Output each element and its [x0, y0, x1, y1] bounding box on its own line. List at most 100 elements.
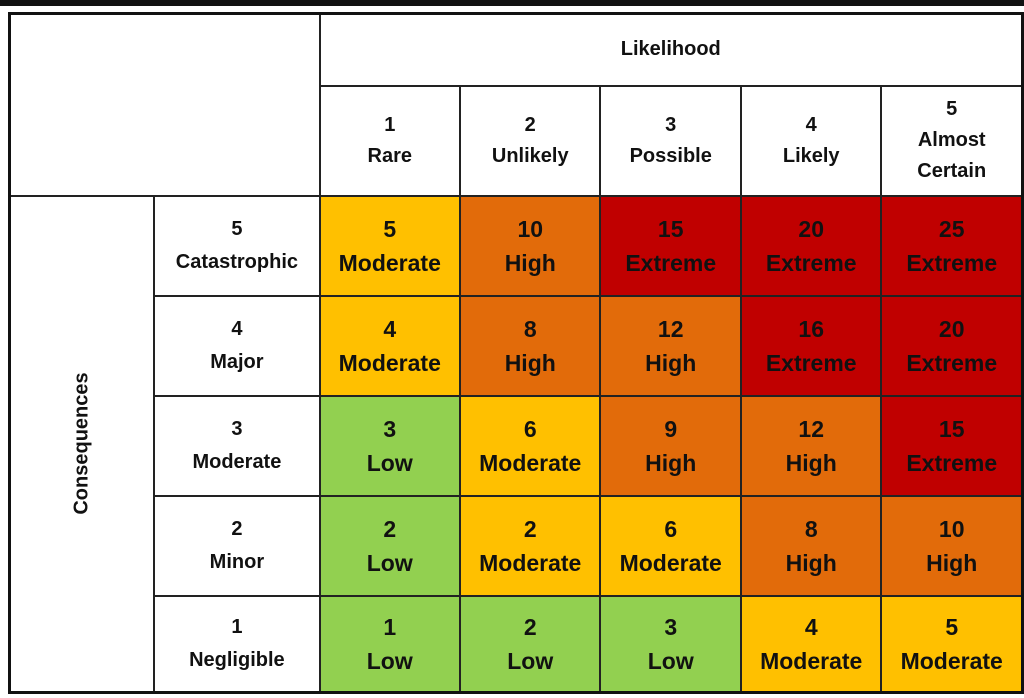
risk-score: 20 — [798, 215, 824, 242]
risk-rating: Extreme — [625, 249, 717, 276]
consequence-label: Minor — [209, 550, 265, 573]
likelihood-header-4: 4 Likely — [739, 84, 883, 197]
consequence-row: 2 Minor 2 Low 2 Moderate 6 Moderate 8 High 10 High — [10, 494, 1024, 597]
risk-rating: High — [785, 449, 837, 476]
consequence-row: 3 Moderate 3 Low 6 Moderate 9 High 12 High 15 Extre… — [10, 394, 1024, 497]
risk-cell: 12 High — [599, 294, 742, 397]
likelihood-label: Possible — [629, 144, 712, 167]
risk-cell: 8 High — [458, 294, 602, 397]
consequence-label: Catastrophic — [175, 250, 299, 273]
risk-cell: 4 Moderate — [318, 294, 462, 397]
risk-rating: Extreme — [906, 349, 998, 376]
risk-cell: 2 Moderate — [458, 494, 602, 597]
risk-rating: High — [926, 549, 978, 576]
risk-rating: Extreme — [906, 449, 998, 476]
consequence-row: Consequences 5 Catastrophic 5 Moderate 10 High… — [8, 194, 1024, 694]
risk-rating: High — [785, 549, 837, 576]
likelihood-number: 4 — [805, 113, 817, 136]
likelihood-header-3: 3 Possible — [599, 84, 742, 197]
risk-cell: 9 High — [599, 394, 742, 497]
risk-score: 1 — [383, 613, 397, 640]
likelihood-number: 3 — [665, 113, 677, 136]
risk-score: 10 — [938, 515, 965, 542]
risk-cell: 3 Low — [599, 594, 742, 694]
risk-rating: Low — [366, 549, 413, 576]
risk-cell: 6 Moderate — [458, 394, 602, 497]
risk-rating: Moderate — [619, 549, 722, 576]
consequence-label: Moderate — [192, 450, 282, 473]
top-bar — [0, 0, 1024, 6]
risk-score: 15 — [938, 415, 965, 442]
risk-cell: 3 Low — [318, 394, 462, 497]
consequences-title: Consequences — [70, 372, 93, 515]
likelihood-label: Rare — [367, 144, 412, 167]
likelihood-number: 1 — [384, 113, 396, 136]
risk-rating: Extreme — [906, 249, 998, 276]
risk-score: 3 — [383, 415, 397, 442]
risk-score: 6 — [664, 515, 678, 542]
risk-score: 4 — [804, 613, 818, 640]
likelihood-label: Likely — [782, 144, 840, 167]
risk-score: 20 — [938, 315, 965, 342]
risk-score: 12 — [798, 415, 824, 442]
consequence-header-3: 3 Moderate — [153, 394, 321, 497]
risk-cell: 2 Low — [458, 594, 602, 694]
risk-cell: 25 Extreme — [880, 194, 1024, 297]
risk-rating: Low — [507, 647, 554, 674]
risk-score: 8 — [523, 315, 537, 342]
risk-rating: High — [504, 349, 556, 376]
risk-score: 8 — [804, 515, 818, 542]
consequence-row: 4 Major 4 Moderate 8 High 12 High 16 Extreme 20 Ext… — [10, 294, 1024, 397]
risk-cell: 12 High — [739, 394, 883, 497]
consequence-row: 1 Negligible 1 Low 2 Low 3 Low 4 Moderate 5 Moderat… — [10, 594, 1024, 694]
risk-score: 5 — [383, 215, 397, 242]
likelihood-title: Likelihood — [318, 12, 1024, 87]
risk-rating: Moderate — [760, 647, 863, 674]
risk-score: 9 — [664, 415, 678, 442]
consequence-header-1: 1 Negligible — [153, 594, 321, 694]
likelihood-header-5: 5 Almost Certain — [880, 84, 1024, 197]
risk-rating: High — [504, 249, 556, 276]
likelihood-header-1: 1 Rare — [318, 84, 462, 197]
risk-cell: 16 Extreme — [739, 294, 883, 397]
risk-score: 16 — [798, 315, 824, 342]
likelihood-header-2: 2 Unlikely — [458, 84, 602, 197]
risk-cell: 1 Low — [318, 594, 462, 694]
risk-rating: Extreme — [765, 349, 857, 376]
risk-rating: Moderate — [479, 549, 582, 576]
consequence-number: 4 — [231, 317, 243, 340]
corner-cell — [8, 12, 321, 197]
risk-cell: 15 Extreme — [880, 394, 1024, 497]
risk-score: 10 — [517, 215, 544, 242]
risk-cell: 10 High — [880, 494, 1024, 597]
consequences-axis: Consequences — [8, 194, 156, 694]
consequence-header-4: 4 Major — [153, 294, 321, 397]
risk-cell: 20 Extreme — [739, 194, 883, 297]
consequence-header-5: 5 Catastrophic — [153, 194, 321, 297]
likelihood-number: 5 — [946, 98, 958, 120]
risk-score: 12 — [657, 315, 684, 342]
likelihood-label: Almost Certain — [917, 129, 987, 182]
consequence-header-2: 2 Minor — [153, 494, 321, 597]
risk-rating: Extreme — [765, 249, 857, 276]
likelihood-label: Unlikely — [491, 144, 569, 167]
risk-cell: 2 Low — [318, 494, 462, 597]
risk-rating: Moderate — [479, 449, 582, 476]
risk-rating: Low — [366, 647, 413, 674]
risk-cell: 20 Extreme — [880, 294, 1024, 397]
risk-score: 2 — [523, 613, 537, 640]
risk-score: 5 — [945, 613, 959, 640]
risk-score: 15 — [657, 215, 684, 242]
risk-cell: 15 Extreme — [599, 194, 742, 297]
risk-cell: 5 Moderate — [880, 594, 1024, 694]
risk-rating: Moderate — [338, 349, 441, 376]
risk-score: 3 — [664, 613, 678, 640]
risk-score: 2 — [383, 515, 397, 542]
risk-cell: 4 Moderate — [739, 594, 883, 694]
risk-rating: Moderate — [338, 249, 441, 276]
consequence-number: 5 — [231, 217, 243, 240]
consequence-number: 1 — [231, 615, 243, 638]
consequence-label: Major — [210, 350, 264, 373]
risk-cell: 5 Moderate — [318, 194, 462, 297]
risk-rating: Low — [366, 449, 413, 476]
